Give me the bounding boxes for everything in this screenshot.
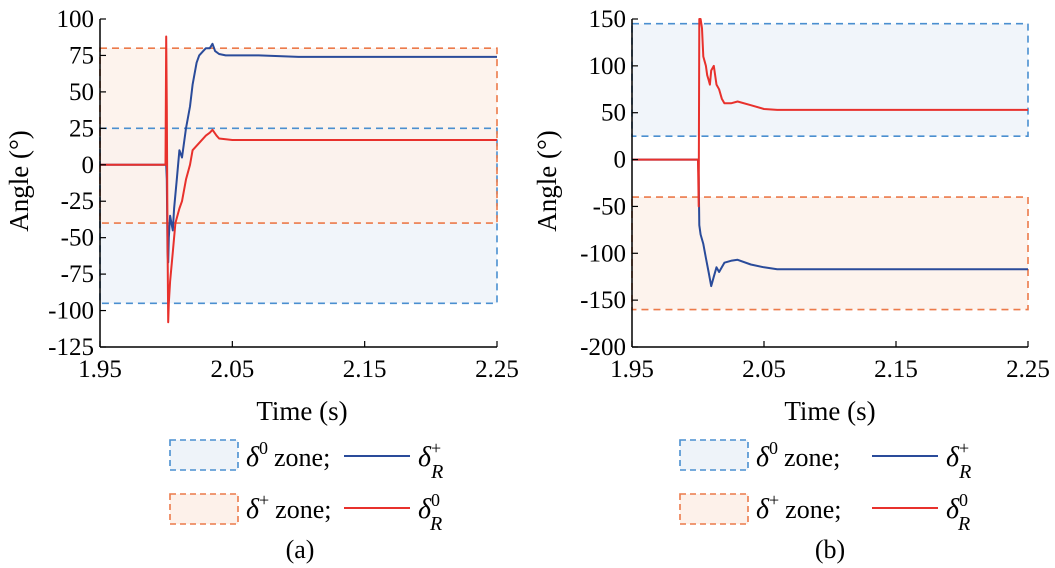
zone-fill-1 xyxy=(632,197,1028,310)
panel-a-series xyxy=(100,35,497,324)
y-tick-label: -200 xyxy=(580,334,626,361)
x-tick-label: 2.05 xyxy=(742,356,786,383)
y-tick-label: -50 xyxy=(61,225,94,252)
y-tick-label: -125 xyxy=(48,334,94,361)
panel-a-zones xyxy=(99,47,498,305)
panel-a-xlabel: Time (s) xyxy=(256,396,347,426)
x-tick-label: 1.95 xyxy=(610,356,654,383)
panel-b-series xyxy=(632,18,1028,288)
legend-delta-r-plus-label: δ+ R xyxy=(946,438,971,483)
y-tick-label: 75 xyxy=(69,42,94,69)
y-tick-label: 0 xyxy=(82,152,95,179)
y-tick-label: -75 xyxy=(61,261,94,288)
y-tick-label: 150 xyxy=(589,6,627,33)
series-line-1 xyxy=(100,35,497,324)
y-tick-label: -50 xyxy=(593,193,626,220)
legend-zoneplus-label: δ+ zone; xyxy=(246,490,331,525)
y-tick-label: 50 xyxy=(69,79,94,106)
x-tick-label: 1.95 xyxy=(78,356,122,383)
series-line-0 xyxy=(632,158,1028,288)
legend-zoneplus-swatch xyxy=(169,493,239,525)
zone-fill-0 xyxy=(632,23,1028,137)
y-tick-label: 0 xyxy=(614,147,627,174)
y-tick-label: 50 xyxy=(601,100,626,127)
panel-b-xlabel: Time (s) xyxy=(784,396,875,426)
panel-b-legend: δ0 zone; δ+ R δ+ zone; δ0 R xyxy=(679,438,971,535)
y-tick-label: -100 xyxy=(580,240,626,267)
panel-a-xticks: 1.95 2.05 2.15 2.25 xyxy=(78,341,519,383)
legend-zone0-label: δ0 zone; xyxy=(756,438,840,473)
panel-a-caption: (a) xyxy=(286,535,315,564)
x-tick-label: 2.25 xyxy=(1006,356,1050,383)
legend-zoneplus-label: δ+ zone; xyxy=(756,490,841,525)
panel-a-ylabel: Angle (°) xyxy=(4,130,34,232)
panel-b-caption: (b) xyxy=(815,535,845,564)
panel-b: 150 100 50 0 -50 -100 -150 -200 1.95 2.05 2.15 2.2… xyxy=(532,6,1050,564)
panel-b-axes xyxy=(631,19,1028,348)
y-tick-label: -25 xyxy=(61,188,94,215)
y-tick-label: -100 xyxy=(48,298,94,325)
legend-zone0-label: δ0 zone; xyxy=(246,438,330,473)
panel-b-yticks: 150 100 50 0 -50 -100 -150 -200 xyxy=(580,6,638,361)
x-tick-label: 2.25 xyxy=(475,356,519,383)
legend-delta-r-zero-label: δ0 R xyxy=(946,490,970,535)
panel-a-yticks: 100 75 50 25 0 -25 -50 -75 -100 -125 xyxy=(48,6,106,361)
panel-b-zones xyxy=(631,22,1029,311)
legend-zoneplus-swatch xyxy=(679,493,749,525)
series-line-1 xyxy=(632,18,1028,208)
y-tick-label: -150 xyxy=(580,287,626,314)
legend-delta-r-zero-label: δ0 R xyxy=(418,490,442,535)
y-tick-label: 100 xyxy=(57,6,95,33)
legend-delta-r-plus-label: δ+ R xyxy=(418,438,443,483)
legend-zone0-swatch xyxy=(169,439,239,471)
y-tick-label: 25 xyxy=(69,115,94,142)
x-tick-label: 2.15 xyxy=(343,356,387,383)
zone-fill-1 xyxy=(100,48,497,224)
x-tick-label: 2.05 xyxy=(210,356,254,383)
y-tick-label: 100 xyxy=(589,53,627,80)
panel-a-axes xyxy=(99,19,497,348)
x-tick-label: 2.15 xyxy=(874,356,918,383)
panel-b-xticks: 1.95 2.05 2.15 2.25 xyxy=(610,341,1050,383)
legend-zone0-swatch xyxy=(679,439,749,471)
panel-a: 100 75 50 25 0 -25 -50 -75 -100 -125 1.95 2.05 2.15… xyxy=(4,6,519,564)
panel-b-ylabel: Angle (°) xyxy=(532,130,562,232)
panel-a-legend: δ0 zone; δ+ R δ+ zone; δ0 R xyxy=(169,438,443,535)
